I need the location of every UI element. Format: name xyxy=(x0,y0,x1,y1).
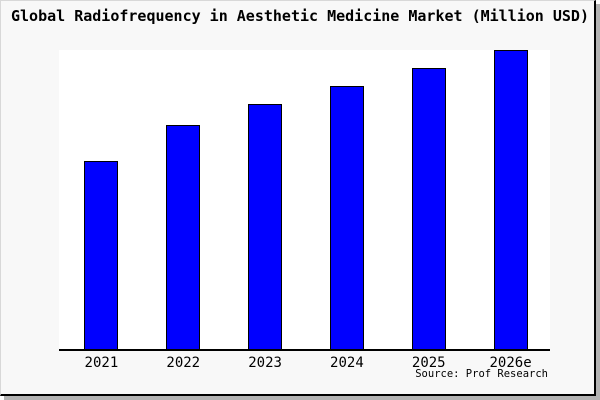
x-tick-label-2022: 2022 xyxy=(166,355,201,371)
x-tick-label-2025: 2025 xyxy=(411,355,446,371)
x-tick-label-2023: 2023 xyxy=(248,355,282,371)
bar-2023 xyxy=(248,103,283,349)
x-tick-label-2024: 2024 xyxy=(330,355,364,371)
bar-2024 xyxy=(329,85,364,349)
x-tick-label-2021: 2021 xyxy=(84,355,119,371)
bar-2026e xyxy=(493,50,528,349)
x-tick-label-2026e: 2026e xyxy=(489,355,532,371)
plot-area: 2021 2022 2023 2024 2025 2026e xyxy=(59,50,550,371)
source-credit: Source: Prof Research xyxy=(415,368,548,380)
chart-title: Global Radiofrequency in Aesthetic Medic… xyxy=(11,7,589,25)
bar-2025 xyxy=(411,67,446,349)
bar-2021 xyxy=(84,160,119,349)
bar-2022 xyxy=(166,124,201,349)
